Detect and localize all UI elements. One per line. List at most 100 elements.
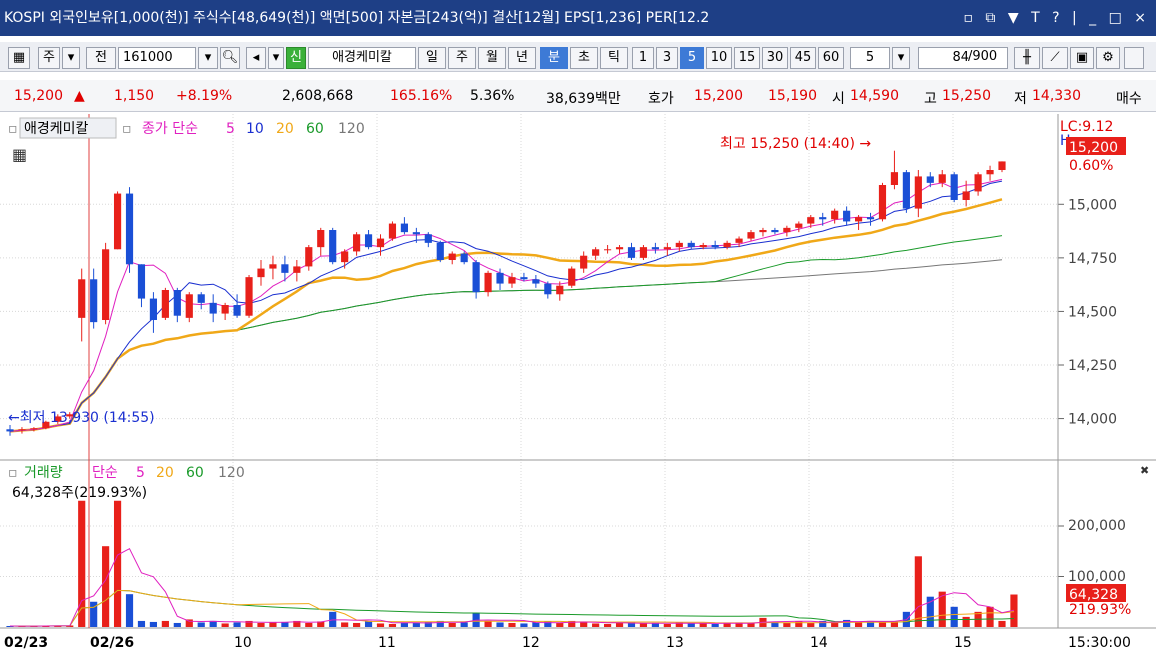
- candle: [18, 427, 26, 434]
- candle: [711, 240, 719, 250]
- line-tool-icon[interactable]: ⟋: [1042, 47, 1068, 69]
- up-arrow-icon: ▲: [74, 88, 85, 104]
- last-volume-tag: 64,328: [1069, 587, 1118, 603]
- candle: [448, 251, 456, 265]
- code-dropdown-icon[interactable]: ▾: [198, 47, 218, 69]
- save-icon[interactable]: ▣: [1070, 47, 1094, 69]
- jeon-button[interactable]: 전: [86, 47, 116, 69]
- candle-body: [783, 227, 791, 233]
- candle-body: [759, 230, 767, 233]
- candle: [388, 221, 397, 241]
- candle: [412, 227, 420, 243]
- candle-body: [281, 264, 289, 273]
- candle: [675, 240, 683, 252]
- checkbox-icon[interactable]: [1124, 47, 1144, 69]
- legend-ma10: 10: [246, 121, 264, 137]
- candle: [6, 425, 14, 436]
- legend-name-box: [19, 117, 117, 139]
- candle: [938, 170, 946, 188]
- ju-dropdown-icon[interactable]: ▾: [62, 47, 80, 69]
- panel-close-icon[interactable]: ✖: [1140, 464, 1149, 477]
- period-day[interactable]: 일: [418, 47, 446, 69]
- vol-ytick-200000: 200,000: [1068, 518, 1126, 534]
- interval-5[interactable]: 5: [680, 47, 704, 69]
- code-input[interactable]: 161000: [118, 47, 196, 69]
- count-input[interactable]: 84: [918, 47, 1008, 69]
- period-tick[interactable]: 틱: [600, 47, 628, 69]
- candle-body: [735, 238, 743, 243]
- candle-body: [484, 272, 492, 293]
- candle: [687, 240, 695, 250]
- candle: [759, 227, 767, 237]
- speaker-icon[interactable]: ◂: [246, 47, 266, 69]
- candle-body: [448, 253, 456, 260]
- candle: [771, 227, 779, 235]
- period-second[interactable]: 초: [570, 47, 598, 69]
- candle-body: [341, 251, 349, 263]
- open-label: 시: [832, 91, 845, 107]
- interval-45[interactable]: 45: [790, 47, 816, 69]
- volume-bar: [245, 620, 253, 627]
- candle-body: [18, 429, 26, 431]
- candle: [173, 287, 181, 323]
- interval-10[interactable]: 10: [706, 47, 732, 69]
- candle: [926, 172, 934, 188]
- candle: [137, 264, 146, 308]
- volume-bar: [209, 620, 217, 627]
- price-change: 1,150: [114, 88, 155, 104]
- volume-bar: [926, 596, 934, 627]
- gear-icon[interactable]: ⚙: [1096, 47, 1120, 69]
- candle: [544, 281, 552, 299]
- candle-body: [568, 268, 576, 286]
- speaker-dropdown-icon[interactable]: ▾: [268, 47, 284, 69]
- candle-body: [102, 249, 110, 320]
- candle: [902, 170, 910, 213]
- candle-body: [974, 174, 982, 192]
- candle-body: [699, 245, 707, 248]
- chart-toolbar: ▦ 주 ▾ 전 161000 ▾ 🔍︎ ◂ ▾ 신 애경케미칼 일 주 월 년 …: [0, 42, 1156, 72]
- candle: [615, 245, 624, 254]
- interval-3[interactable]: 3: [656, 47, 678, 69]
- last-price-tag: 15,200: [1069, 140, 1118, 156]
- interval-input[interactable]: 5: [850, 47, 890, 69]
- layout-icon[interactable]: ▦: [8, 47, 30, 69]
- candle-body: [544, 283, 552, 295]
- window-title-bar: KOSPI 외국인보유[1,000(천)] 주식수[48,649(천)] 액면[…: [0, 0, 1156, 36]
- period-month[interactable]: 월: [478, 47, 506, 69]
- period-week[interactable]: 주: [448, 47, 476, 69]
- interval-30[interactable]: 30: [762, 47, 788, 69]
- volume-bar: [305, 622, 313, 627]
- vol-legend-ma5: 5: [136, 465, 145, 481]
- table-view-icon[interactable]: ▦: [12, 145, 27, 164]
- period-minute[interactable]: 분: [540, 47, 568, 69]
- volume-bar: [388, 623, 397, 627]
- candle: [54, 414, 62, 424]
- volume-bar: [890, 622, 899, 627]
- candle: [699, 242, 707, 250]
- price-ytick: 14,000: [1068, 412, 1117, 428]
- volume-bar: [197, 622, 205, 627]
- period-year[interactable]: 년: [508, 47, 536, 69]
- window-buttons[interactable]: ▫ ⧉ ▼ T ? | _ □ ×: [957, 0, 1156, 36]
- candle: [185, 292, 193, 323]
- h-label: H: [1060, 133, 1071, 149]
- ju-button[interactable]: 주: [38, 47, 60, 69]
- volume-bar: [412, 622, 420, 627]
- candle-body: [245, 277, 253, 316]
- volume-bar: [711, 623, 719, 627]
- candle-type-icon[interactable]: ╫: [1014, 47, 1040, 69]
- xtick-14: 14: [810, 635, 828, 651]
- interval-dropdown-icon[interactable]: ▾: [892, 47, 910, 69]
- search-icon[interactable]: 🔍︎: [220, 47, 240, 69]
- volume-bar: [1010, 594, 1018, 627]
- buy-button[interactable]: 매수: [1116, 91, 1142, 107]
- interval-60[interactable]: 60: [818, 47, 844, 69]
- candle: [866, 212, 875, 226]
- candle-body: [388, 223, 397, 239]
- volume-bar: [293, 620, 301, 627]
- volume-bar: [496, 622, 504, 627]
- xtick-12: 12: [522, 635, 540, 651]
- interval-1[interactable]: 1: [632, 47, 654, 69]
- interval-15[interactable]: 15: [734, 47, 760, 69]
- candle-body: [651, 247, 659, 250]
